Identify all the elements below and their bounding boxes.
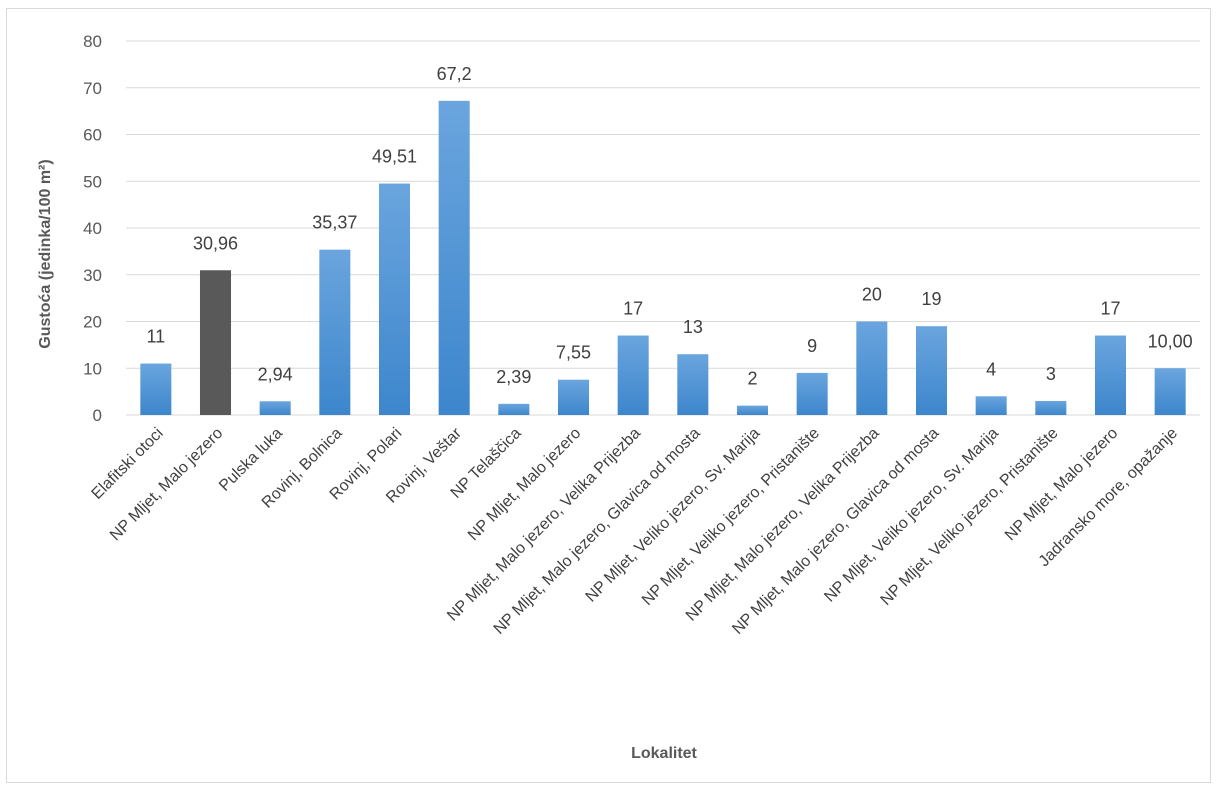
gridlines [126, 40, 1200, 416]
y-tick-label: 70 [83, 79, 102, 98]
data-label: 17 [623, 299, 643, 319]
data-label: 13 [683, 317, 703, 337]
bar [736, 405, 769, 415]
data-label: 10,00 [1148, 331, 1193, 351]
y-tick-label: 20 [83, 313, 102, 332]
x-tick-label: NP Mljet, Malo jezero, Glavica od mosta [729, 425, 942, 638]
y-tick-label: 80 [83, 32, 102, 51]
bar [140, 363, 172, 415]
data-label: 4 [986, 359, 996, 379]
data-label: 17 [1100, 299, 1120, 319]
x-tick-label: NP Mljet, Malo jezero [465, 425, 584, 544]
data-label: 9 [807, 336, 817, 356]
bar [199, 270, 232, 415]
y-axis-title: Gustoća (jedinka/100 m²) [37, 159, 54, 348]
bar [915, 326, 948, 415]
bar [1094, 335, 1127, 415]
bar [1035, 400, 1067, 415]
bar [677, 354, 709, 415]
data-label: 11 [146, 327, 165, 347]
bar [438, 100, 470, 415]
bar [1154, 368, 1186, 415]
bar [378, 183, 411, 415]
bar [856, 321, 888, 415]
y-tick-label: 30 [83, 266, 102, 285]
data-label: 20 [862, 285, 882, 305]
data-labels: 11 30,96 2,94 35,37 49,51 67,2 2,39 7,55 17 13 2 9 2… [146, 64, 1192, 389]
bar [498, 403, 530, 415]
data-label: 3 [1046, 364, 1056, 384]
x-axis-title: Lokalitet [631, 745, 697, 762]
y-tick-label: 0 [93, 406, 102, 425]
y-tick-label: 10 [83, 359, 102, 378]
bar [617, 335, 649, 415]
bar [259, 401, 291, 415]
data-label: 49,51 [372, 147, 417, 167]
y-tick-label: 60 [83, 126, 102, 145]
data-label: 2,39 [496, 367, 531, 387]
y-axis-ticks: 0 10 20 30 40 50 60 70 80 [83, 32, 102, 425]
data-label: 30,96 [193, 233, 238, 253]
x-tick-label: NP Mljet, Malo jezero, Glavica od mosta [491, 425, 704, 638]
bar [319, 249, 351, 415]
data-label: 35,37 [312, 213, 357, 233]
data-label: 7,55 [556, 343, 591, 363]
bars [140, 100, 1186, 415]
x-tick-label: NP Mljet, Malo jezero [1002, 425, 1121, 544]
y-tick-label: 40 [83, 219, 102, 238]
data-label: 2,94 [258, 364, 293, 384]
data-label: 19 [921, 289, 941, 309]
data-label: 67,2 [437, 64, 472, 84]
bar [557, 379, 590, 415]
y-tick-label: 50 [83, 172, 102, 191]
bar [975, 396, 1007, 415]
x-tick-label: NP Mljet, Malo jezero [107, 425, 226, 544]
bar [796, 372, 828, 415]
data-label: 2 [747, 369, 757, 389]
